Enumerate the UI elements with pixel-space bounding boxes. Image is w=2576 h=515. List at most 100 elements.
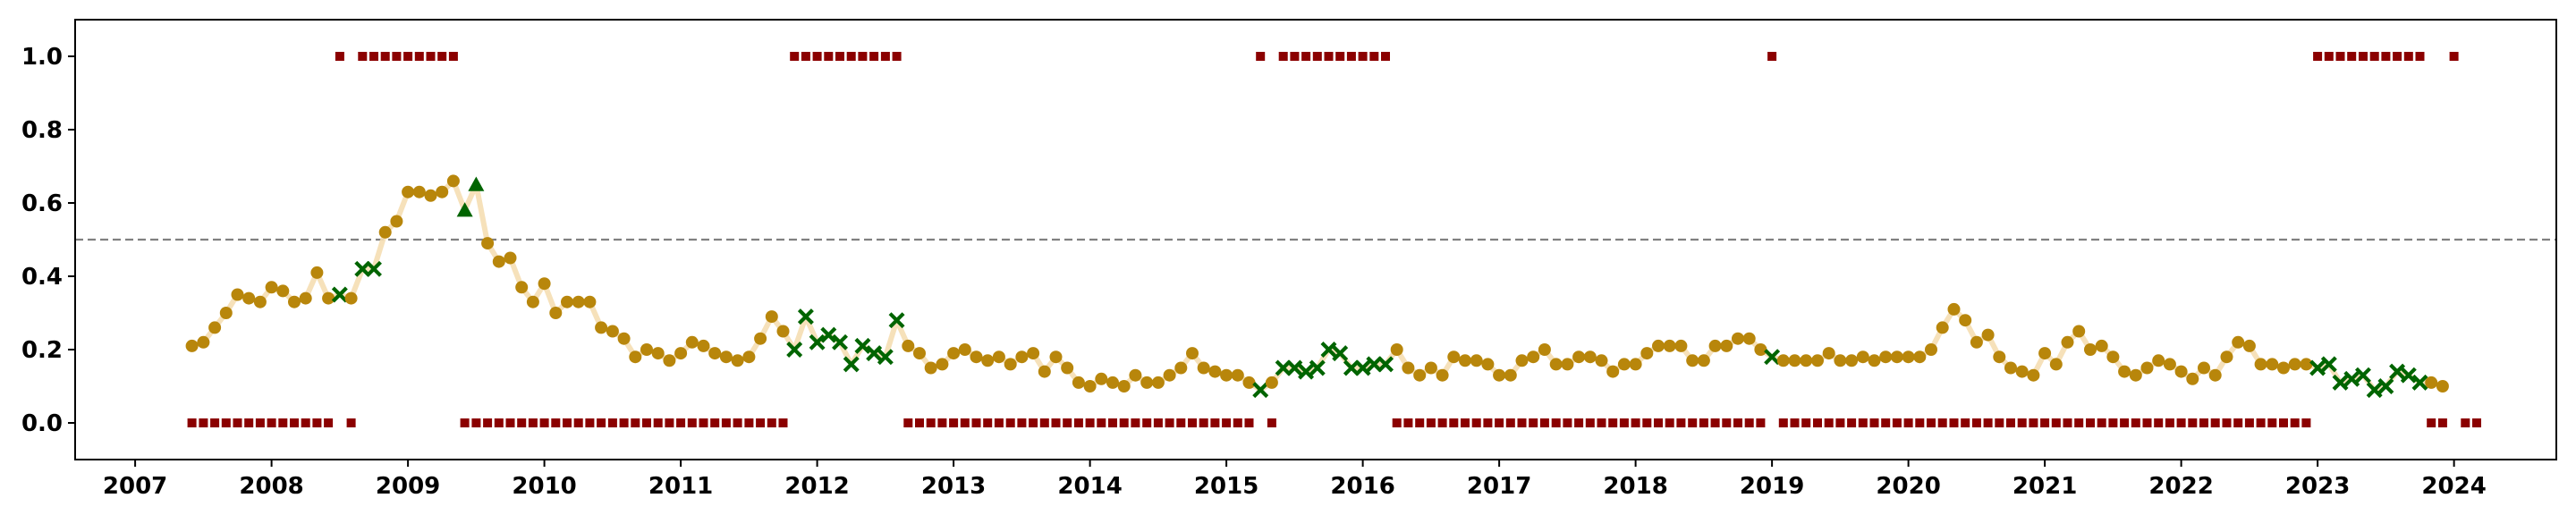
probability-point — [2027, 368, 2040, 382]
probability-point — [492, 255, 505, 268]
y-tick-label: 0.8 — [21, 117, 63, 144]
regime-marker — [824, 52, 834, 61]
regime-marker — [1903, 418, 1913, 427]
x-tick-label: 2015 — [1194, 473, 1258, 500]
probability-point — [572, 295, 585, 308]
probability-point — [1595, 354, 1608, 367]
probability-point — [1265, 376, 1278, 389]
cross-marker — [1298, 363, 1315, 380]
regime-marker — [1483, 418, 1493, 427]
probability-point — [583, 295, 597, 308]
regime-marker — [1267, 418, 1276, 427]
regime-marker — [2210, 418, 2220, 427]
probability-point — [1015, 350, 1029, 364]
x-tick-label: 2022 — [2148, 473, 2213, 500]
regime-marker — [1039, 418, 1049, 427]
regime-marker — [1153, 418, 1163, 427]
probability-point — [549, 307, 563, 319]
regime-marker — [1847, 418, 1857, 427]
probability-point — [936, 358, 949, 371]
regime-marker — [2347, 52, 2357, 61]
probability-point — [1549, 358, 1563, 371]
regime-marker — [1631, 418, 1640, 427]
probability-point — [1072, 376, 1085, 389]
regime-marker — [483, 418, 493, 427]
probability-point — [1220, 368, 1233, 382]
regime-marker — [2029, 418, 2038, 427]
regime-marker — [2097, 418, 2106, 427]
x-tick-label: 2016 — [1330, 473, 1394, 500]
probability-point — [1742, 332, 1756, 345]
probability-point — [1470, 354, 1483, 367]
regime-marker — [1142, 418, 1152, 427]
regime-marker — [494, 418, 504, 427]
regime-marker — [1449, 418, 1459, 427]
probability-point — [1879, 350, 1893, 364]
regime-marker — [1495, 418, 1504, 427]
regime-marker — [1290, 52, 1300, 61]
probability-point — [1606, 365, 1620, 378]
regime-marker — [1426, 418, 1436, 427]
regime-marker — [858, 52, 868, 61]
probability-point — [1436, 368, 1449, 382]
probability-point — [242, 291, 256, 305]
probability-point — [776, 325, 790, 338]
regime-marker — [1869, 418, 1879, 427]
cross-marker — [2400, 367, 2417, 384]
probability-point — [1527, 350, 1540, 364]
probability-point — [344, 291, 358, 305]
regime-marker — [2301, 418, 2311, 427]
probability-point — [1242, 376, 1256, 389]
regime-marker — [1119, 418, 1129, 427]
regime-marker — [301, 418, 310, 427]
regime-marker — [892, 52, 902, 61]
probability-point — [1481, 358, 1495, 371]
regime-marker — [994, 418, 1004, 427]
regime-marker — [2449, 52, 2459, 61]
regime-marker — [290, 418, 299, 427]
y-tick-label: 1.0 — [21, 44, 63, 71]
regime-marker — [971, 418, 981, 427]
probability-point — [1129, 368, 1142, 382]
x-tick-label: 2017 — [1467, 473, 1531, 500]
regime-marker — [1233, 418, 1242, 427]
x-tick-label: 2023 — [2285, 473, 2350, 500]
probability-point — [1106, 376, 1119, 389]
y-axis: 0.0 0.2 0.4 0.6 0.8 1.0 — [21, 44, 75, 437]
regime-marker — [2244, 418, 2254, 427]
probability-point — [1947, 302, 1961, 316]
regime-marker — [2415, 52, 2425, 61]
cross-marker — [888, 312, 905, 329]
probability-point — [1732, 332, 1744, 345]
probability-point — [1720, 339, 1733, 352]
regime-marker — [1585, 418, 1595, 427]
x-tick-label: 2013 — [921, 473, 986, 500]
regime-marker — [199, 418, 208, 427]
probability-point — [913, 347, 926, 360]
probability-point — [2254, 358, 2267, 371]
regime-marker — [710, 418, 720, 427]
probability-point — [1754, 343, 1767, 356]
cross-marker — [1332, 345, 1349, 362]
probability-point — [276, 284, 290, 298]
regime-marker — [869, 52, 879, 61]
regime-marker — [699, 418, 708, 427]
probability-point — [1538, 343, 1551, 356]
regime-marker — [915, 418, 924, 427]
cross-marker — [1377, 356, 1394, 373]
regime-marker — [801, 52, 810, 61]
regime-marker — [1324, 52, 1334, 61]
probability-point — [2152, 354, 2165, 367]
probability-point — [2232, 335, 2245, 349]
regime-marker — [2393, 52, 2402, 61]
cross-marker — [1252, 382, 1269, 399]
probability-point — [958, 343, 971, 356]
probability-point — [2118, 365, 2131, 378]
probability-point — [1038, 365, 1051, 378]
regime-marker — [1619, 418, 1629, 427]
regime-marker — [1881, 418, 1891, 427]
cross-marker — [2343, 370, 2360, 387]
x-tick-label: 2024 — [2421, 473, 2486, 500]
x-tick-label: 2012 — [784, 473, 849, 500]
